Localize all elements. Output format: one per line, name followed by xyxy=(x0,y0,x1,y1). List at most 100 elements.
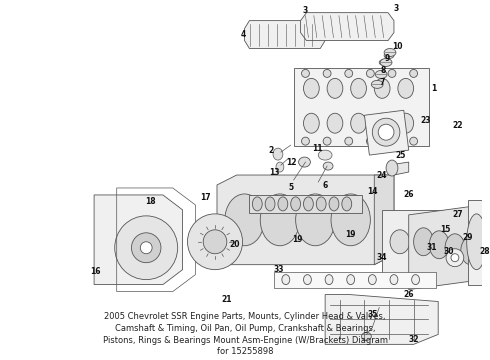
Ellipse shape xyxy=(347,275,355,285)
Ellipse shape xyxy=(378,124,394,140)
Ellipse shape xyxy=(386,160,398,176)
Polygon shape xyxy=(365,110,409,155)
Text: 3: 3 xyxy=(303,6,308,15)
Polygon shape xyxy=(245,21,325,49)
Ellipse shape xyxy=(252,197,262,211)
Ellipse shape xyxy=(398,78,414,98)
Ellipse shape xyxy=(390,275,398,285)
Bar xyxy=(274,272,436,288)
Text: 26: 26 xyxy=(403,190,414,199)
Text: 7: 7 xyxy=(379,78,385,87)
Ellipse shape xyxy=(367,69,374,77)
Ellipse shape xyxy=(384,49,396,57)
Ellipse shape xyxy=(303,78,319,98)
Ellipse shape xyxy=(374,113,390,133)
Ellipse shape xyxy=(429,231,449,259)
Text: 15: 15 xyxy=(440,225,450,234)
Polygon shape xyxy=(467,200,483,285)
Ellipse shape xyxy=(323,137,331,145)
Text: 10: 10 xyxy=(392,42,403,51)
Ellipse shape xyxy=(265,197,275,211)
Ellipse shape xyxy=(323,162,333,170)
Ellipse shape xyxy=(351,113,367,133)
Ellipse shape xyxy=(303,275,311,285)
Ellipse shape xyxy=(203,230,227,254)
Polygon shape xyxy=(217,175,394,265)
Text: 16: 16 xyxy=(90,267,100,276)
Text: 1: 1 xyxy=(431,84,436,93)
Ellipse shape xyxy=(374,69,384,75)
Text: 26: 26 xyxy=(403,290,414,299)
Ellipse shape xyxy=(327,113,343,133)
Polygon shape xyxy=(325,294,438,345)
Ellipse shape xyxy=(388,137,396,145)
Ellipse shape xyxy=(225,194,264,246)
Ellipse shape xyxy=(461,237,481,265)
Text: 4: 4 xyxy=(241,30,246,39)
Ellipse shape xyxy=(431,230,455,254)
Text: 17: 17 xyxy=(200,193,211,202)
Text: 9: 9 xyxy=(385,54,390,63)
Ellipse shape xyxy=(446,249,464,267)
Polygon shape xyxy=(409,205,483,289)
Text: 19: 19 xyxy=(345,230,356,239)
Ellipse shape xyxy=(327,78,343,98)
Text: 30: 30 xyxy=(444,247,454,256)
Ellipse shape xyxy=(410,69,417,77)
Text: 27: 27 xyxy=(453,210,463,219)
Ellipse shape xyxy=(438,237,448,247)
Text: 6: 6 xyxy=(322,181,328,190)
Text: 21: 21 xyxy=(221,295,232,304)
Text: 34: 34 xyxy=(377,253,388,262)
Ellipse shape xyxy=(278,197,288,211)
Text: 20: 20 xyxy=(229,240,240,249)
Bar xyxy=(382,210,476,275)
Polygon shape xyxy=(300,13,394,41)
Ellipse shape xyxy=(371,82,381,88)
Ellipse shape xyxy=(416,214,471,270)
Text: 12: 12 xyxy=(287,158,297,167)
Ellipse shape xyxy=(303,113,319,133)
Ellipse shape xyxy=(140,242,152,254)
Text: 2005 Chevrolet SSR Engine Parts, Mounts, Cylinder Head & Valves,
Camshaft & Timi: 2005 Chevrolet SSR Engine Parts, Mounts,… xyxy=(102,312,388,356)
Text: 8: 8 xyxy=(380,66,386,75)
Ellipse shape xyxy=(342,197,352,211)
Ellipse shape xyxy=(390,230,410,254)
Ellipse shape xyxy=(375,71,387,78)
Ellipse shape xyxy=(362,332,371,340)
Ellipse shape xyxy=(301,69,309,77)
Ellipse shape xyxy=(388,69,396,77)
Text: 2: 2 xyxy=(269,145,274,154)
Text: 32: 32 xyxy=(408,335,419,344)
Text: 19: 19 xyxy=(293,235,303,244)
Ellipse shape xyxy=(303,197,313,211)
Ellipse shape xyxy=(417,230,437,254)
Text: 11: 11 xyxy=(312,144,322,153)
Ellipse shape xyxy=(368,275,376,285)
Ellipse shape xyxy=(298,157,310,167)
Ellipse shape xyxy=(115,216,178,280)
Ellipse shape xyxy=(329,197,339,211)
Text: 3: 3 xyxy=(393,4,398,13)
Ellipse shape xyxy=(291,197,300,211)
Ellipse shape xyxy=(384,53,394,58)
Ellipse shape xyxy=(410,137,417,145)
Text: 22: 22 xyxy=(453,121,463,130)
Ellipse shape xyxy=(295,194,335,246)
Polygon shape xyxy=(94,195,183,285)
Text: 28: 28 xyxy=(479,247,490,256)
Bar xyxy=(294,68,429,146)
Ellipse shape xyxy=(273,148,283,160)
Ellipse shape xyxy=(445,234,465,262)
Text: 18: 18 xyxy=(145,197,155,206)
Ellipse shape xyxy=(188,214,243,270)
Ellipse shape xyxy=(466,214,487,270)
Text: 14: 14 xyxy=(367,188,378,197)
Text: 5: 5 xyxy=(288,184,294,193)
Text: 25: 25 xyxy=(395,150,406,159)
Ellipse shape xyxy=(398,113,414,133)
Ellipse shape xyxy=(131,233,161,263)
Ellipse shape xyxy=(323,69,331,77)
Ellipse shape xyxy=(282,275,290,285)
Ellipse shape xyxy=(374,78,390,98)
